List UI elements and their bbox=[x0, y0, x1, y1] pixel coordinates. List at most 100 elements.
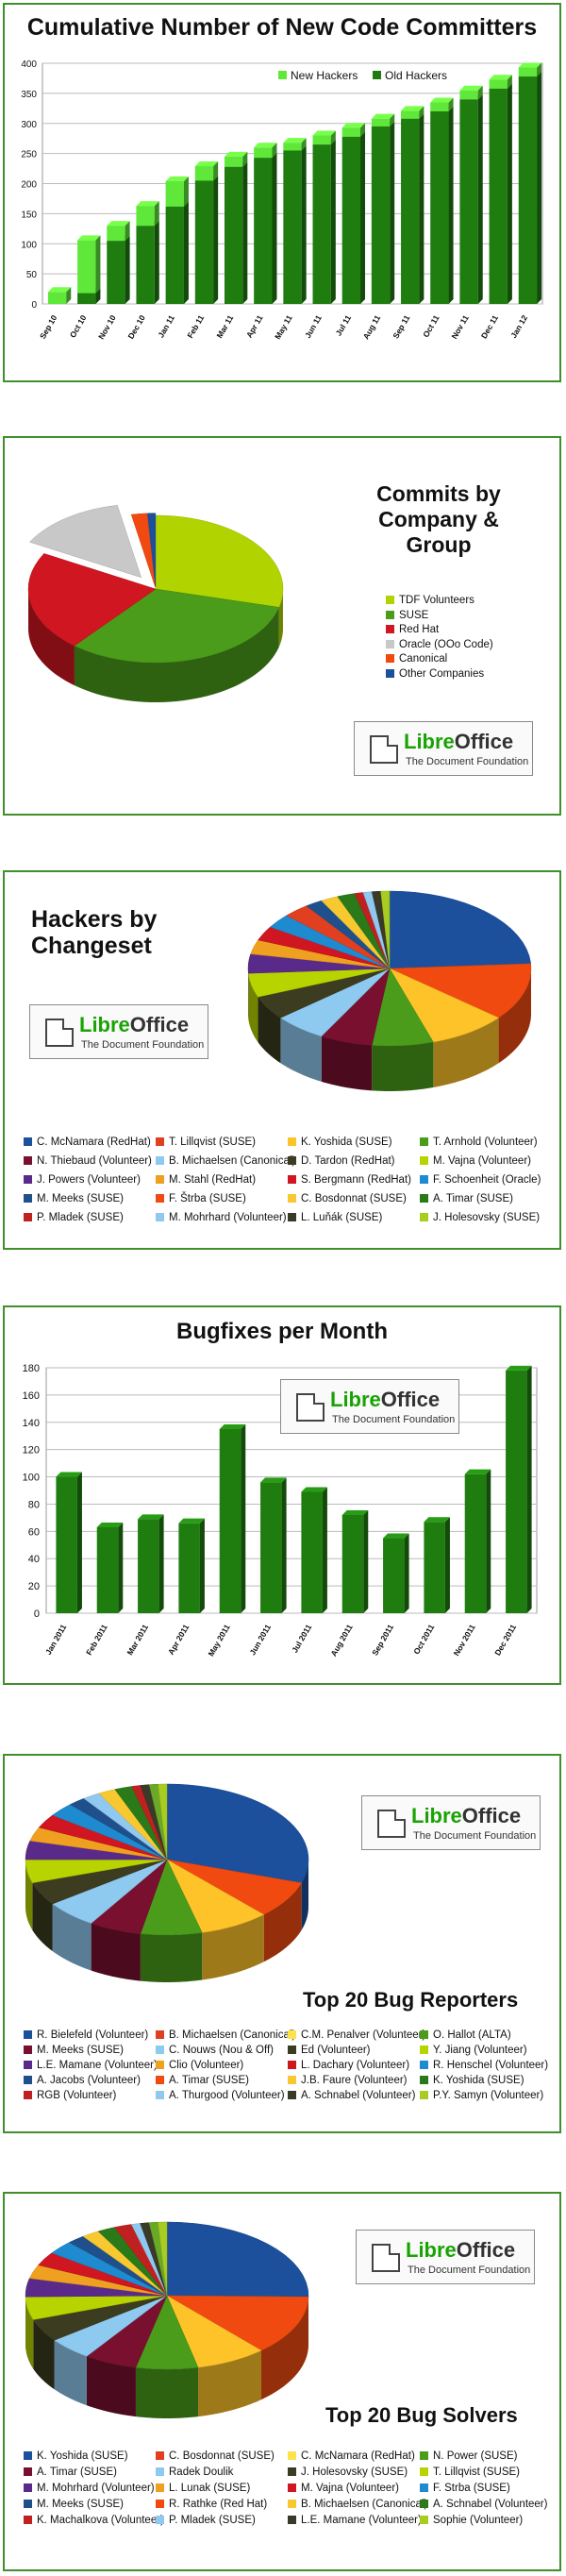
x-tick-label: Nov 11 bbox=[449, 313, 470, 341]
bar-bugfixes-top bbox=[260, 1477, 287, 1483]
bar-new-hackers-front bbox=[77, 240, 96, 294]
legend-item: M. Stahl (RedHat) bbox=[156, 1174, 256, 1186]
legend-label: J. Powers (Volunteer) bbox=[37, 1174, 141, 1186]
legend-item: C. McNamara (RedHat) bbox=[288, 2450, 415, 2462]
legend-swatch bbox=[420, 1194, 428, 1203]
bar-bugfixes-side bbox=[281, 1477, 287, 1613]
bar-new-hackers-side bbox=[507, 75, 512, 89]
legend-item: Canonical bbox=[386, 653, 447, 665]
bar-old-hackers bbox=[107, 236, 130, 304]
bar-bugfixes bbox=[56, 1472, 82, 1613]
legend-item: J. Holesovsky (SUSE) bbox=[420, 1212, 540, 1223]
bar-new-hackers-top bbox=[194, 161, 219, 167]
pie-slice-side bbox=[32, 1882, 53, 1952]
bar-new-hackers-top bbox=[341, 123, 366, 128]
legend-item: A. Timar (SUSE) bbox=[24, 2467, 117, 2478]
legend-item: Red Hat bbox=[386, 624, 439, 635]
bar-bugfixes-top bbox=[219, 1424, 246, 1429]
bar-bugfixes-front bbox=[219, 1429, 241, 1613]
y-tick-label: 160 bbox=[23, 1390, 40, 1402]
x-tick-label: Nov 10 bbox=[96, 313, 118, 341]
legend-swatch bbox=[24, 1175, 32, 1184]
bar-bugfixes-side bbox=[76, 1472, 82, 1613]
bar-old-hackers bbox=[224, 161, 248, 304]
legend-swatch bbox=[420, 1156, 428, 1165]
reporters-panel: LibreOffice The Document Foundation Top … bbox=[3, 1754, 561, 2133]
legend-swatch bbox=[386, 596, 394, 604]
bar-old-hackers-side bbox=[301, 145, 307, 304]
bar-new-hackers-front bbox=[459, 90, 478, 100]
bar-new-hackers bbox=[518, 62, 542, 77]
y-tick-label: 400 bbox=[21, 59, 37, 70]
reporters-pie-chart bbox=[25, 1783, 309, 1982]
legend-item: RGB (Volunteer) bbox=[24, 2090, 116, 2101]
pie-slice-side bbox=[135, 2367, 199, 2418]
x-tick-label: Jan 11 bbox=[156, 313, 176, 340]
bar-bugfixes-side bbox=[526, 1365, 532, 1613]
bar-old-hackers-side bbox=[272, 153, 277, 304]
legend-item: SUSE bbox=[386, 610, 428, 621]
legend-swatch bbox=[24, 1156, 32, 1165]
x-tick-label: Nov 2011 bbox=[452, 1623, 477, 1658]
bar-bugfixes-side bbox=[363, 1510, 369, 1613]
bar-new-hackers bbox=[459, 85, 483, 100]
legend-swatch bbox=[386, 610, 394, 619]
bugfixes-title: Bugfixes per Month bbox=[175, 1319, 388, 1344]
legend-item: Clio (Volunteer) bbox=[156, 2060, 243, 2071]
pie-slice bbox=[166, 1783, 309, 1883]
document-icon bbox=[296, 1393, 325, 1422]
legend-item: K. Yoshida (SUSE) bbox=[420, 2075, 524, 2086]
bar-bugfixes-top bbox=[383, 1533, 409, 1539]
bar-old-hackers-front bbox=[224, 166, 243, 304]
legend-label: Other Companies bbox=[399, 667, 485, 680]
pie-slice-side bbox=[86, 2356, 136, 2417]
y-tick-label: 120 bbox=[23, 1445, 40, 1456]
legend-swatch bbox=[386, 654, 394, 663]
x-tick-label: Sep 11 bbox=[391, 313, 411, 341]
legend-item: A. Thurgood (Volunteer) bbox=[156, 2090, 285, 2101]
pie-slice-side bbox=[28, 587, 75, 686]
legend-item: S. Bergmann (RedHat) bbox=[288, 1174, 411, 1186]
bar-new-hackers-front bbox=[224, 156, 243, 167]
legend-item: A. Schnabel (Volunteer) bbox=[288, 2090, 415, 2101]
x-tick-label: Apr 11 bbox=[244, 313, 265, 340]
legend-label: F. Schoenheit (Oracle) bbox=[433, 1174, 541, 1186]
legend-swatch bbox=[288, 2061, 296, 2069]
legend-label: TDF Volunteers bbox=[399, 595, 474, 606]
legend-item: R. Bielefeld (Volunteer) bbox=[24, 2029, 148, 2041]
legend-label: L. Luňák (SUSE) bbox=[301, 1212, 383, 1223]
legend-item: P. Mladek (SUSE) bbox=[156, 2515, 256, 2526]
legend-item: K. Machalkova (Volunteer) bbox=[24, 2515, 164, 2526]
pie-slice-side bbox=[91, 1923, 141, 1981]
legend-item: L. Luňák (SUSE) bbox=[288, 1212, 382, 1223]
libreoffice-logo: LibreOffice The Document Foundation bbox=[361, 1795, 541, 1850]
legend-item: M. Meeks (SUSE) bbox=[24, 2045, 124, 2056]
bar-new-hackers-side bbox=[477, 85, 483, 100]
legend-swatch bbox=[156, 2030, 164, 2039]
bar-old-hackers-side bbox=[419, 113, 424, 305]
bar-bugfixes-top bbox=[301, 1487, 327, 1492]
bar-new-hackers-front bbox=[489, 79, 508, 89]
bar-new-hackers bbox=[430, 97, 454, 111]
legend-swatch bbox=[24, 1194, 32, 1203]
bar-new-hackers bbox=[136, 201, 159, 227]
bar-bugfixes-top bbox=[178, 1518, 205, 1524]
committers-title: Cumulative Number of New Code Committers bbox=[26, 14, 538, 41]
bar-old-hackers-front bbox=[489, 88, 508, 305]
bar-old-hackers bbox=[430, 107, 454, 304]
libreoffice-wordmark: LibreOffice bbox=[79, 1013, 190, 1036]
legend-label: C. McNamara (RedHat) bbox=[37, 1136, 151, 1148]
bar-new-hackers bbox=[341, 123, 366, 137]
bar-new-hackers bbox=[371, 113, 395, 126]
pie-slice-side bbox=[198, 2350, 262, 2417]
libreoffice-logo: LibreOffice The Document Foundation bbox=[356, 2230, 535, 2284]
pie-slice-side bbox=[261, 2297, 308, 2400]
bar-new-hackers-top bbox=[312, 130, 336, 136]
legend-swatch bbox=[420, 2467, 428, 2476]
legend-label: R. Henschel (Volunteer) bbox=[433, 2060, 549, 2071]
legend-swatch bbox=[156, 2091, 164, 2099]
legend-swatch bbox=[288, 2516, 296, 2524]
bar-old-hackers bbox=[341, 131, 366, 304]
legend-label: Oracle (OOo Code) bbox=[399, 638, 493, 650]
legend-swatch bbox=[156, 2467, 164, 2476]
